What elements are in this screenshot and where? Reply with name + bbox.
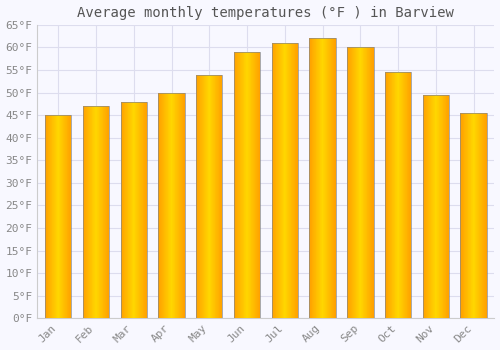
Title: Average monthly temperatures (°F ) in Barview: Average monthly temperatures (°F ) in Ba… (78, 6, 454, 20)
Bar (82, 106, 109, 318)
Bar (45, 115, 72, 318)
Bar (347, 48, 374, 318)
Bar (460, 113, 487, 318)
Bar (310, 38, 336, 318)
Bar (120, 102, 147, 318)
Bar (422, 95, 449, 318)
Bar (158, 92, 184, 318)
Bar (272, 43, 298, 318)
Bar (234, 52, 260, 318)
Bar (196, 75, 222, 318)
Bar (385, 72, 411, 318)
